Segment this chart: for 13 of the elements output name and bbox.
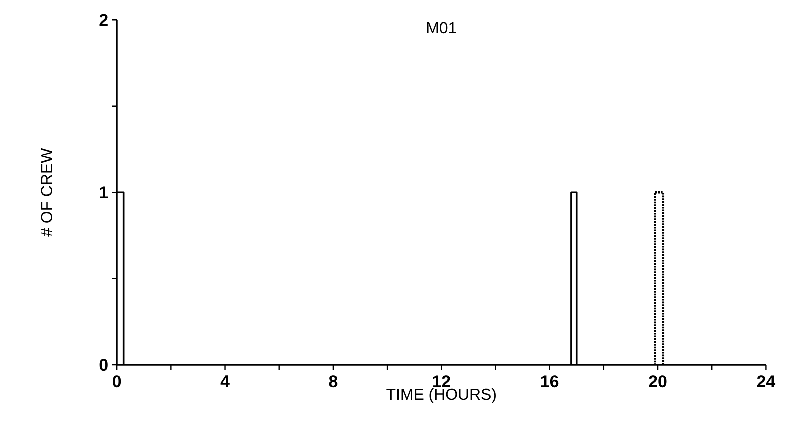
x-tick-label: 24 xyxy=(757,376,776,388)
x-tick-label: 20 xyxy=(649,376,667,388)
x-tick-label: 12 xyxy=(433,376,450,388)
y-axis-title: # OF CREW xyxy=(41,148,52,237)
x-tick-label: 8 xyxy=(329,376,338,388)
y-tick-label: 1 xyxy=(100,186,108,198)
y-tick-label: 0 xyxy=(100,359,108,372)
x-tick-label: 0 xyxy=(113,376,122,388)
x-tick-label: 4 xyxy=(220,376,230,388)
x-axis-title: TIME (HOURS) xyxy=(386,388,496,404)
chart-title: M01 xyxy=(427,22,456,34)
y-tick-label: 2 xyxy=(100,14,108,26)
x-tick-label: 16 xyxy=(541,376,559,388)
